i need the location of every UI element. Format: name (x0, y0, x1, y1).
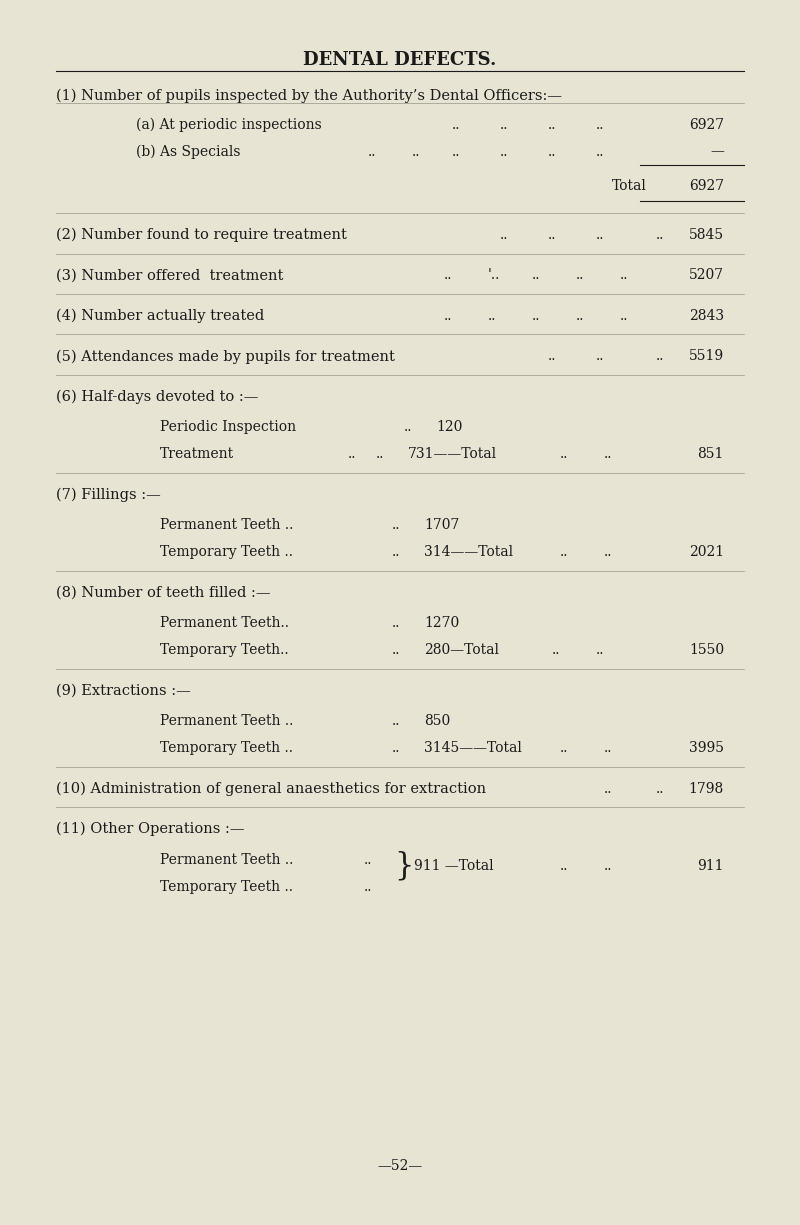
Text: ..: .. (560, 859, 569, 873)
Text: 3145——Total: 3145——Total (424, 741, 522, 755)
Text: ..: .. (604, 545, 613, 559)
Text: (1) Number of pupils inspected by the Authority’s Dental Officers:—: (1) Number of pupils inspected by the Au… (56, 88, 562, 103)
Text: ..: .. (548, 145, 557, 158)
Text: (11) Other Operations :—: (11) Other Operations :— (56, 822, 245, 837)
Text: 911: 911 (698, 859, 724, 873)
Text: '..: '.. (488, 268, 500, 282)
Text: ..: .. (376, 447, 385, 461)
Text: Temporary Teeth ..: Temporary Teeth .. (160, 741, 293, 755)
Text: ..: .. (552, 643, 561, 657)
Text: ..: .. (560, 447, 569, 461)
Text: (9) Extractions :—: (9) Extractions :— (56, 684, 190, 697)
Text: ..: .. (620, 309, 629, 322)
Text: ..: .. (576, 268, 585, 282)
Text: ..: .. (392, 545, 401, 559)
Text: ..: .. (604, 741, 613, 755)
Text: ..: .. (604, 859, 613, 873)
Text: (5) Attendances made by pupils for treatment: (5) Attendances made by pupils for treat… (56, 349, 395, 364)
Text: 280—Total: 280—Total (424, 643, 499, 657)
Text: ..: .. (576, 309, 585, 322)
Text: ..: .. (392, 643, 401, 657)
Text: (b) As Specials: (b) As Specials (136, 145, 241, 159)
Text: 120: 120 (436, 420, 462, 434)
Text: 5519: 5519 (689, 349, 724, 363)
Text: 1270: 1270 (424, 616, 459, 630)
Text: 911 —Total: 911 —Total (414, 859, 494, 873)
Text: 314——Total: 314——Total (424, 545, 513, 559)
Text: Permanent Teeth ..: Permanent Teeth .. (160, 853, 294, 866)
Text: ..: .. (548, 228, 557, 241)
Text: (10) Administration of general anaesthetics for extraction: (10) Administration of general anaesthet… (56, 782, 486, 796)
Text: 5845: 5845 (689, 228, 724, 241)
Text: ..: .. (560, 545, 569, 559)
Text: 6927: 6927 (689, 179, 724, 192)
Text: (2) Number found to require treatment: (2) Number found to require treatment (56, 228, 347, 243)
Text: ..: .. (596, 118, 605, 131)
Text: ..: .. (548, 118, 557, 131)
Text: ..: .. (596, 349, 605, 363)
Text: ..: .. (488, 309, 497, 322)
Text: ..: .. (596, 145, 605, 158)
Text: 731——Total: 731——Total (408, 447, 497, 461)
Text: 850: 850 (424, 714, 450, 728)
Text: (7) Fillings :—: (7) Fillings :— (56, 488, 161, 502)
Text: (6) Half-days devoted to :—: (6) Half-days devoted to :— (56, 390, 258, 404)
Text: Permanent Teeth..: Permanent Teeth.. (160, 616, 289, 630)
Text: ..: .. (656, 349, 665, 363)
Text: ..: .. (444, 309, 453, 322)
Text: (4) Number actually treated: (4) Number actually treated (56, 309, 264, 323)
Text: ..: .. (500, 145, 509, 158)
Text: (a) At periodic inspections: (a) At periodic inspections (136, 118, 322, 132)
Text: 2843: 2843 (689, 309, 724, 322)
Text: ..: .. (392, 518, 401, 532)
Text: ..: .. (500, 228, 509, 241)
Text: 2021: 2021 (689, 545, 724, 559)
Text: 3995: 3995 (689, 741, 724, 755)
Text: ..: .. (392, 741, 401, 755)
Text: ..: .. (364, 880, 373, 893)
Text: ..: .. (596, 643, 605, 657)
Text: (8) Number of teeth filled :—: (8) Number of teeth filled :— (56, 586, 270, 599)
Text: ..: .. (364, 853, 373, 866)
Text: Temporary Teeth ..: Temporary Teeth .. (160, 545, 293, 559)
Text: ..: .. (348, 447, 357, 461)
Text: 1798: 1798 (689, 782, 724, 795)
Text: ..: .. (452, 118, 461, 131)
Text: 5207: 5207 (689, 268, 724, 282)
Text: ..: .. (368, 145, 377, 158)
Text: Periodic Inspection: Periodic Inspection (160, 420, 296, 434)
Text: ..: .. (604, 447, 613, 461)
Text: ..: .. (656, 782, 665, 795)
Text: DENTAL DEFECTS.: DENTAL DEFECTS. (303, 51, 497, 70)
Text: Temporary Teeth..: Temporary Teeth.. (160, 643, 289, 657)
Text: ..: .. (412, 145, 421, 158)
Text: ..: .. (596, 228, 605, 241)
Text: Treatment: Treatment (160, 447, 234, 461)
Text: ..: .. (560, 741, 569, 755)
Text: Total: Total (612, 179, 647, 192)
Text: 1707: 1707 (424, 518, 459, 532)
Text: —52—: —52— (378, 1159, 422, 1174)
Text: }: } (394, 850, 414, 882)
Text: (3) Number offered  treatment: (3) Number offered treatment (56, 268, 283, 282)
Text: ..: .. (404, 420, 413, 434)
Text: —: — (710, 145, 724, 158)
Text: ..: .. (604, 782, 613, 795)
Text: ..: .. (452, 145, 461, 158)
Text: 6927: 6927 (689, 118, 724, 131)
Text: ..: .. (532, 309, 541, 322)
Text: ..: .. (548, 349, 557, 363)
Text: ..: .. (392, 714, 401, 728)
Text: 851: 851 (698, 447, 724, 461)
Text: Temporary Teeth ..: Temporary Teeth .. (160, 880, 293, 893)
Text: ..: .. (444, 268, 453, 282)
Text: ..: .. (620, 268, 629, 282)
Text: Permanent Teeth ..: Permanent Teeth .. (160, 518, 294, 532)
Text: ..: .. (392, 616, 401, 630)
Text: 1550: 1550 (689, 643, 724, 657)
Text: ..: .. (532, 268, 541, 282)
Text: ..: .. (500, 118, 509, 131)
Text: Permanent Teeth ..: Permanent Teeth .. (160, 714, 294, 728)
Text: ..: .. (656, 228, 665, 241)
